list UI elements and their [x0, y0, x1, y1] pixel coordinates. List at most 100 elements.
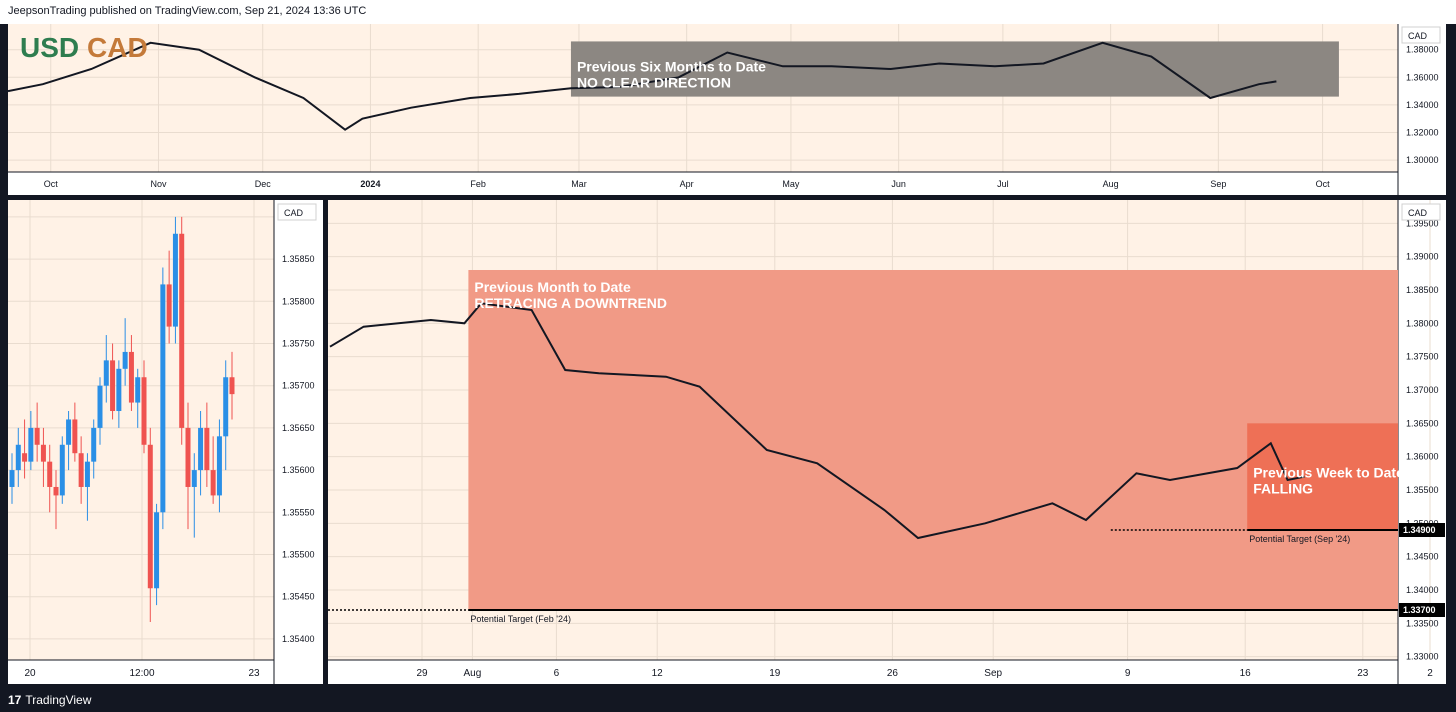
y-tick-label: 1.37500 — [1406, 352, 1439, 362]
y-tick-label: 1.35700 — [282, 381, 315, 391]
x-tick-label: 2024 — [360, 179, 380, 189]
target-price-badge-sep — [1399, 523, 1445, 537]
candle-body — [154, 512, 160, 589]
x-tick-label: Jul — [997, 179, 1009, 189]
target-text-feb: Potential Target (Feb '24) — [470, 614, 571, 624]
candle-body — [72, 419, 78, 454]
month-chart-panel[interactable]: 29 Aug 6 12 19 26 Sep 9 16 23 2 1.33000 1.33500 1.340… — [328, 200, 1446, 684]
y-tick-label: 1.35600 — [282, 465, 315, 475]
y-tick-label: 1.35400 — [282, 634, 315, 644]
x-tick-label: Nov — [150, 179, 167, 189]
candle-body — [116, 368, 122, 412]
x-tick-label: Jun — [891, 179, 906, 189]
week-range-box — [1247, 423, 1398, 530]
x-tick-label: 12:00 — [129, 668, 154, 679]
candle-body — [9, 470, 15, 487]
candle-body — [191, 470, 197, 487]
candle-body — [15, 444, 21, 471]
x-tick-label: Dec — [255, 179, 272, 189]
candle-body — [128, 351, 134, 403]
target-price-label-feb: 1.33700 — [1403, 605, 1436, 615]
x-tick-label: 2 — [1427, 668, 1433, 679]
candle-body — [185, 427, 191, 487]
candle-body — [84, 461, 90, 487]
publish-header: JeepsonTrading published on TradingView.… — [0, 0, 1456, 24]
y-tick-label: 1.38500 — [1406, 285, 1439, 295]
x-tick-label: Oct — [44, 179, 59, 189]
candle-body — [22, 453, 28, 462]
currency-badge — [1401, 26, 1441, 44]
x-tick-label: Mar — [571, 179, 587, 189]
target-text-sep: Potential Target (Sep '24) — [1249, 534, 1350, 544]
candle-body — [229, 377, 235, 395]
currency-badge — [277, 203, 317, 221]
pair-quote-title: CAD — [87, 32, 148, 63]
publish-info-text: JeepsonTrading published on TradingView.… — [8, 5, 367, 17]
tradingview-brand-text: TradingView — [25, 693, 92, 707]
candle-body — [216, 436, 222, 496]
x-tick-label: May — [782, 179, 800, 189]
x-tick-label: Sep — [984, 668, 1002, 679]
price-line — [329, 302, 1305, 540]
candle-body — [160, 284, 166, 513]
candle-body — [166, 284, 172, 327]
box-label-line2: RETRACING A DOWNTREND — [474, 295, 667, 311]
candle-body — [28, 427, 34, 462]
y-tick-label: 1.39500 — [1406, 218, 1439, 228]
y-tick-label: 1.38000 — [1406, 318, 1439, 328]
y-tick-label: 1.36500 — [1406, 418, 1439, 428]
target-price-label-sep: 1.34900 — [1403, 525, 1436, 535]
x-tick-label: 6 — [554, 668, 560, 679]
x-tick-label: 19 — [769, 668, 781, 679]
y-tick-label: 1.37000 — [1406, 385, 1439, 395]
x-tick-label: 20 — [24, 668, 36, 679]
y-tick-label: 1.36000 — [1406, 72, 1439, 82]
candle-body — [103, 360, 109, 386]
y-tick-label: 1.35850 — [282, 254, 315, 264]
y-tick-label: 1.33500 — [1406, 618, 1439, 628]
y-tick-label: 1.35500 — [1406, 485, 1439, 495]
candle-body — [97, 385, 103, 428]
six-month-chart[interactable]: Oct Nov Dec 2024 Feb Mar Apr May Jun Jul Aug Sep Oct… — [8, 24, 1446, 195]
tradingview-logo[interactable]: 17 TradingView — [8, 693, 91, 707]
candle-body — [210, 470, 216, 496]
y-tick-label: 1.35750 — [282, 338, 315, 348]
candle-body — [204, 427, 210, 471]
x-tick-label: Aug — [1103, 179, 1119, 189]
x-tick-label: 16 — [1240, 668, 1252, 679]
y-tick-label: 1.34500 — [1406, 552, 1439, 562]
candle-body — [122, 351, 128, 369]
month-range-box — [468, 270, 1398, 610]
box-label-line1: Previous Month to Date — [474, 279, 631, 295]
y-tick-label: 1.36000 — [1406, 452, 1439, 462]
candle-body — [135, 377, 141, 403]
currency-badge — [1401, 203, 1441, 221]
tv-logo-icon: 17 — [8, 693, 22, 707]
candle-body — [78, 453, 84, 487]
y-tick-label: 1.34000 — [1406, 585, 1439, 595]
x-tick-label: Aug — [464, 668, 482, 679]
y-tick-label: 1.35450 — [282, 592, 315, 602]
candle-body — [223, 377, 229, 437]
y-tick-label: 1.35650 — [282, 423, 315, 433]
x-tick-label: 9 — [1125, 668, 1131, 679]
candle-body — [47, 461, 53, 487]
y-tick-label: 1.35500 — [282, 549, 315, 559]
six-month-chart-panel[interactable]: Oct Nov Dec 2024 Feb Mar Apr May Jun Jul Aug Sep Oct… — [8, 24, 1446, 195]
x-tick-label: 12 — [652, 668, 664, 679]
candle-body — [34, 427, 40, 445]
x-tick-label: 29 — [416, 668, 428, 679]
candle-body — [59, 444, 65, 496]
x-tick-label: 23 — [1357, 668, 1369, 679]
candle-body — [110, 360, 116, 412]
box-label-line2: NO CLEAR DIRECTION — [577, 74, 731, 90]
candle-body — [53, 486, 59, 496]
pair-base-title: USD — [20, 32, 79, 63]
candle-body — [66, 419, 72, 445]
x-tick-label: 26 — [887, 668, 899, 679]
y-tick-label: 1.35550 — [282, 507, 315, 517]
intraday-chart-panel[interactable]: 20 12:00 23 1.35400 1.35450 1.35500 1.35550 1.3… — [8, 200, 323, 684]
intraday-candlestick-chart[interactable]: 20 12:00 23 1.35400 1.35450 1.35500 1.35550 1.3… — [8, 200, 323, 684]
month-line-chart[interactable]: 29 Aug 6 12 19 26 Sep 9 16 23 2 1.33000 1.33500 1.340… — [328, 200, 1446, 684]
y-tick-label: 1.30000 — [1406, 155, 1439, 165]
